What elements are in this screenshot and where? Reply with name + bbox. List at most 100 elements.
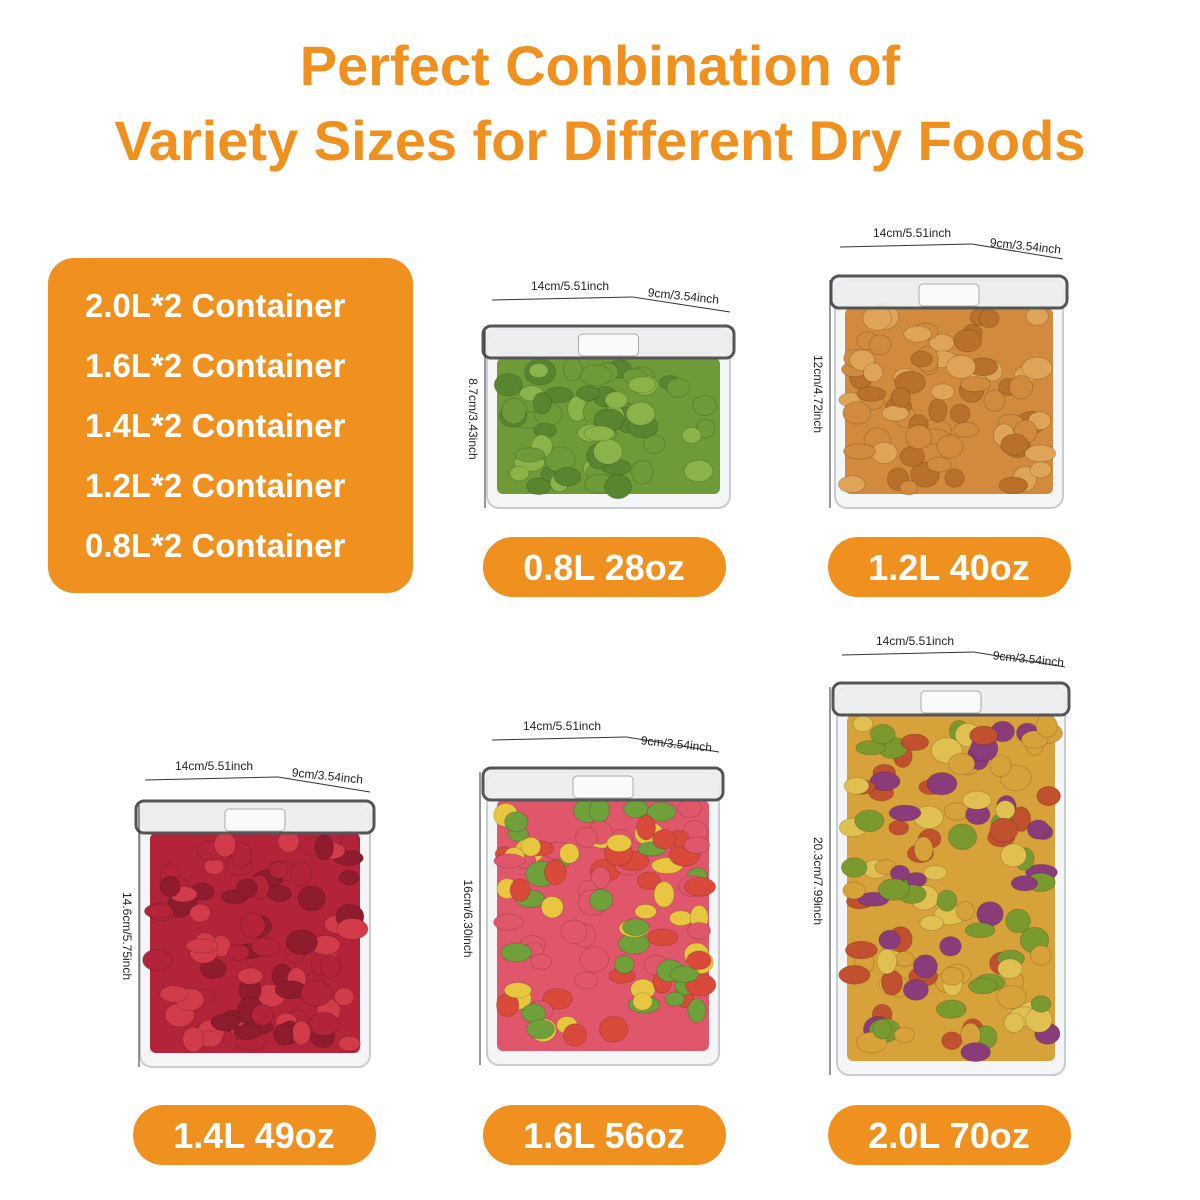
food-piece [604, 391, 629, 409]
lid-clip [572, 775, 634, 799]
depth-label: 9cm/3.54inch [989, 235, 1061, 256]
food-piece [872, 1018, 893, 1040]
food-piece [653, 880, 675, 908]
food-piece [683, 836, 711, 854]
food-piece [687, 922, 712, 940]
food-piece [996, 984, 1027, 1010]
capacity-pill [828, 537, 1071, 597]
food-piece [636, 814, 657, 841]
food-piece [902, 978, 929, 1001]
food-piece [949, 403, 971, 424]
food-piece [869, 771, 901, 792]
food-piece [936, 889, 958, 912]
food-piece [250, 1003, 274, 1026]
food-piece [514, 447, 546, 463]
food-piece [903, 325, 932, 343]
food-piece [1003, 1012, 1025, 1033]
height-label: 16cm/6.30inch [461, 879, 475, 957]
food-piece [913, 836, 934, 862]
food-piece [960, 1042, 991, 1063]
food-piece [961, 790, 992, 810]
food-piece [881, 405, 910, 422]
food-piece [1026, 819, 1050, 840]
food-piece [905, 424, 933, 450]
food-piece [955, 901, 975, 921]
food-piece [935, 999, 967, 1019]
width-label: 14cm/5.51inch [876, 634, 954, 648]
food-piece [632, 992, 653, 1011]
food-piece [309, 1012, 340, 1037]
food-piece [944, 468, 965, 488]
food-piece [336, 917, 369, 940]
food-piece [544, 859, 567, 886]
contents-item: 1.4L*2 Container [85, 407, 346, 444]
food-piece [189, 903, 212, 923]
depth-label: 9cm/3.54inch [647, 285, 719, 306]
food-piece [983, 389, 1006, 412]
food-piece [230, 841, 252, 868]
lid-clip [920, 690, 982, 714]
food-piece [562, 357, 583, 382]
food-piece [532, 391, 553, 415]
contents-item: 1.6L*2 Container [85, 347, 346, 384]
food-piece [844, 940, 878, 960]
food-piece [634, 903, 657, 920]
capacity-label: 1.2L 40oz [868, 547, 1029, 588]
food-piece [185, 938, 219, 954]
capacity-pill [483, 1105, 726, 1165]
dim-line [841, 651, 974, 656]
food-piece [840, 857, 868, 878]
capacity-label: 1.4L 49oz [173, 1115, 334, 1156]
food-piece [579, 364, 613, 387]
height-label: 14.6cm/5.75inch [120, 892, 134, 980]
dim-line [491, 736, 627, 741]
food-piece [314, 834, 334, 861]
food-piece [1000, 433, 1030, 456]
food-piece [604, 474, 632, 500]
contents-box [48, 258, 413, 593]
food-piece [926, 771, 958, 796]
food-piece [338, 1035, 361, 1052]
lid-clip [918, 283, 980, 307]
food-piece [691, 395, 718, 417]
food-piece [1025, 306, 1049, 326]
food-piece [528, 362, 549, 379]
food-piece [319, 954, 341, 979]
food-piece [669, 965, 700, 984]
food-piece [854, 809, 885, 833]
food-piece [583, 425, 616, 442]
food-piece [668, 910, 693, 927]
food-piece [266, 884, 292, 902]
food-piece [588, 797, 611, 823]
height-label: 12cm/4.72inch [811, 355, 825, 433]
food-piece [876, 948, 898, 975]
food-piece [159, 876, 181, 898]
food-piece [210, 1013, 241, 1032]
food-piece [926, 456, 952, 473]
capacity-pill [828, 1105, 1071, 1165]
food-piece [890, 387, 911, 409]
food-piece [852, 715, 874, 733]
food-piece [540, 895, 564, 919]
food-piece [989, 817, 1019, 843]
food-piece [837, 475, 866, 494]
food-piece [940, 966, 964, 986]
food-piece [843, 443, 876, 460]
food-piece [877, 878, 911, 901]
food-piece [642, 434, 666, 454]
food-piece [1021, 356, 1053, 380]
food-piece [969, 725, 999, 746]
food-piece [997, 958, 1023, 979]
food-piece [143, 903, 173, 919]
food-piece [1008, 374, 1034, 400]
food-piece [978, 309, 1000, 328]
food-piece [273, 1023, 294, 1046]
food-piece [542, 988, 573, 1010]
container [134, 799, 376, 1068]
food-piece [338, 870, 360, 886]
width-label: 14cm/5.51inch [523, 719, 601, 733]
food-piece [930, 383, 956, 401]
dim-line [626, 736, 720, 753]
food-piece [652, 829, 677, 850]
food-piece [919, 915, 945, 931]
